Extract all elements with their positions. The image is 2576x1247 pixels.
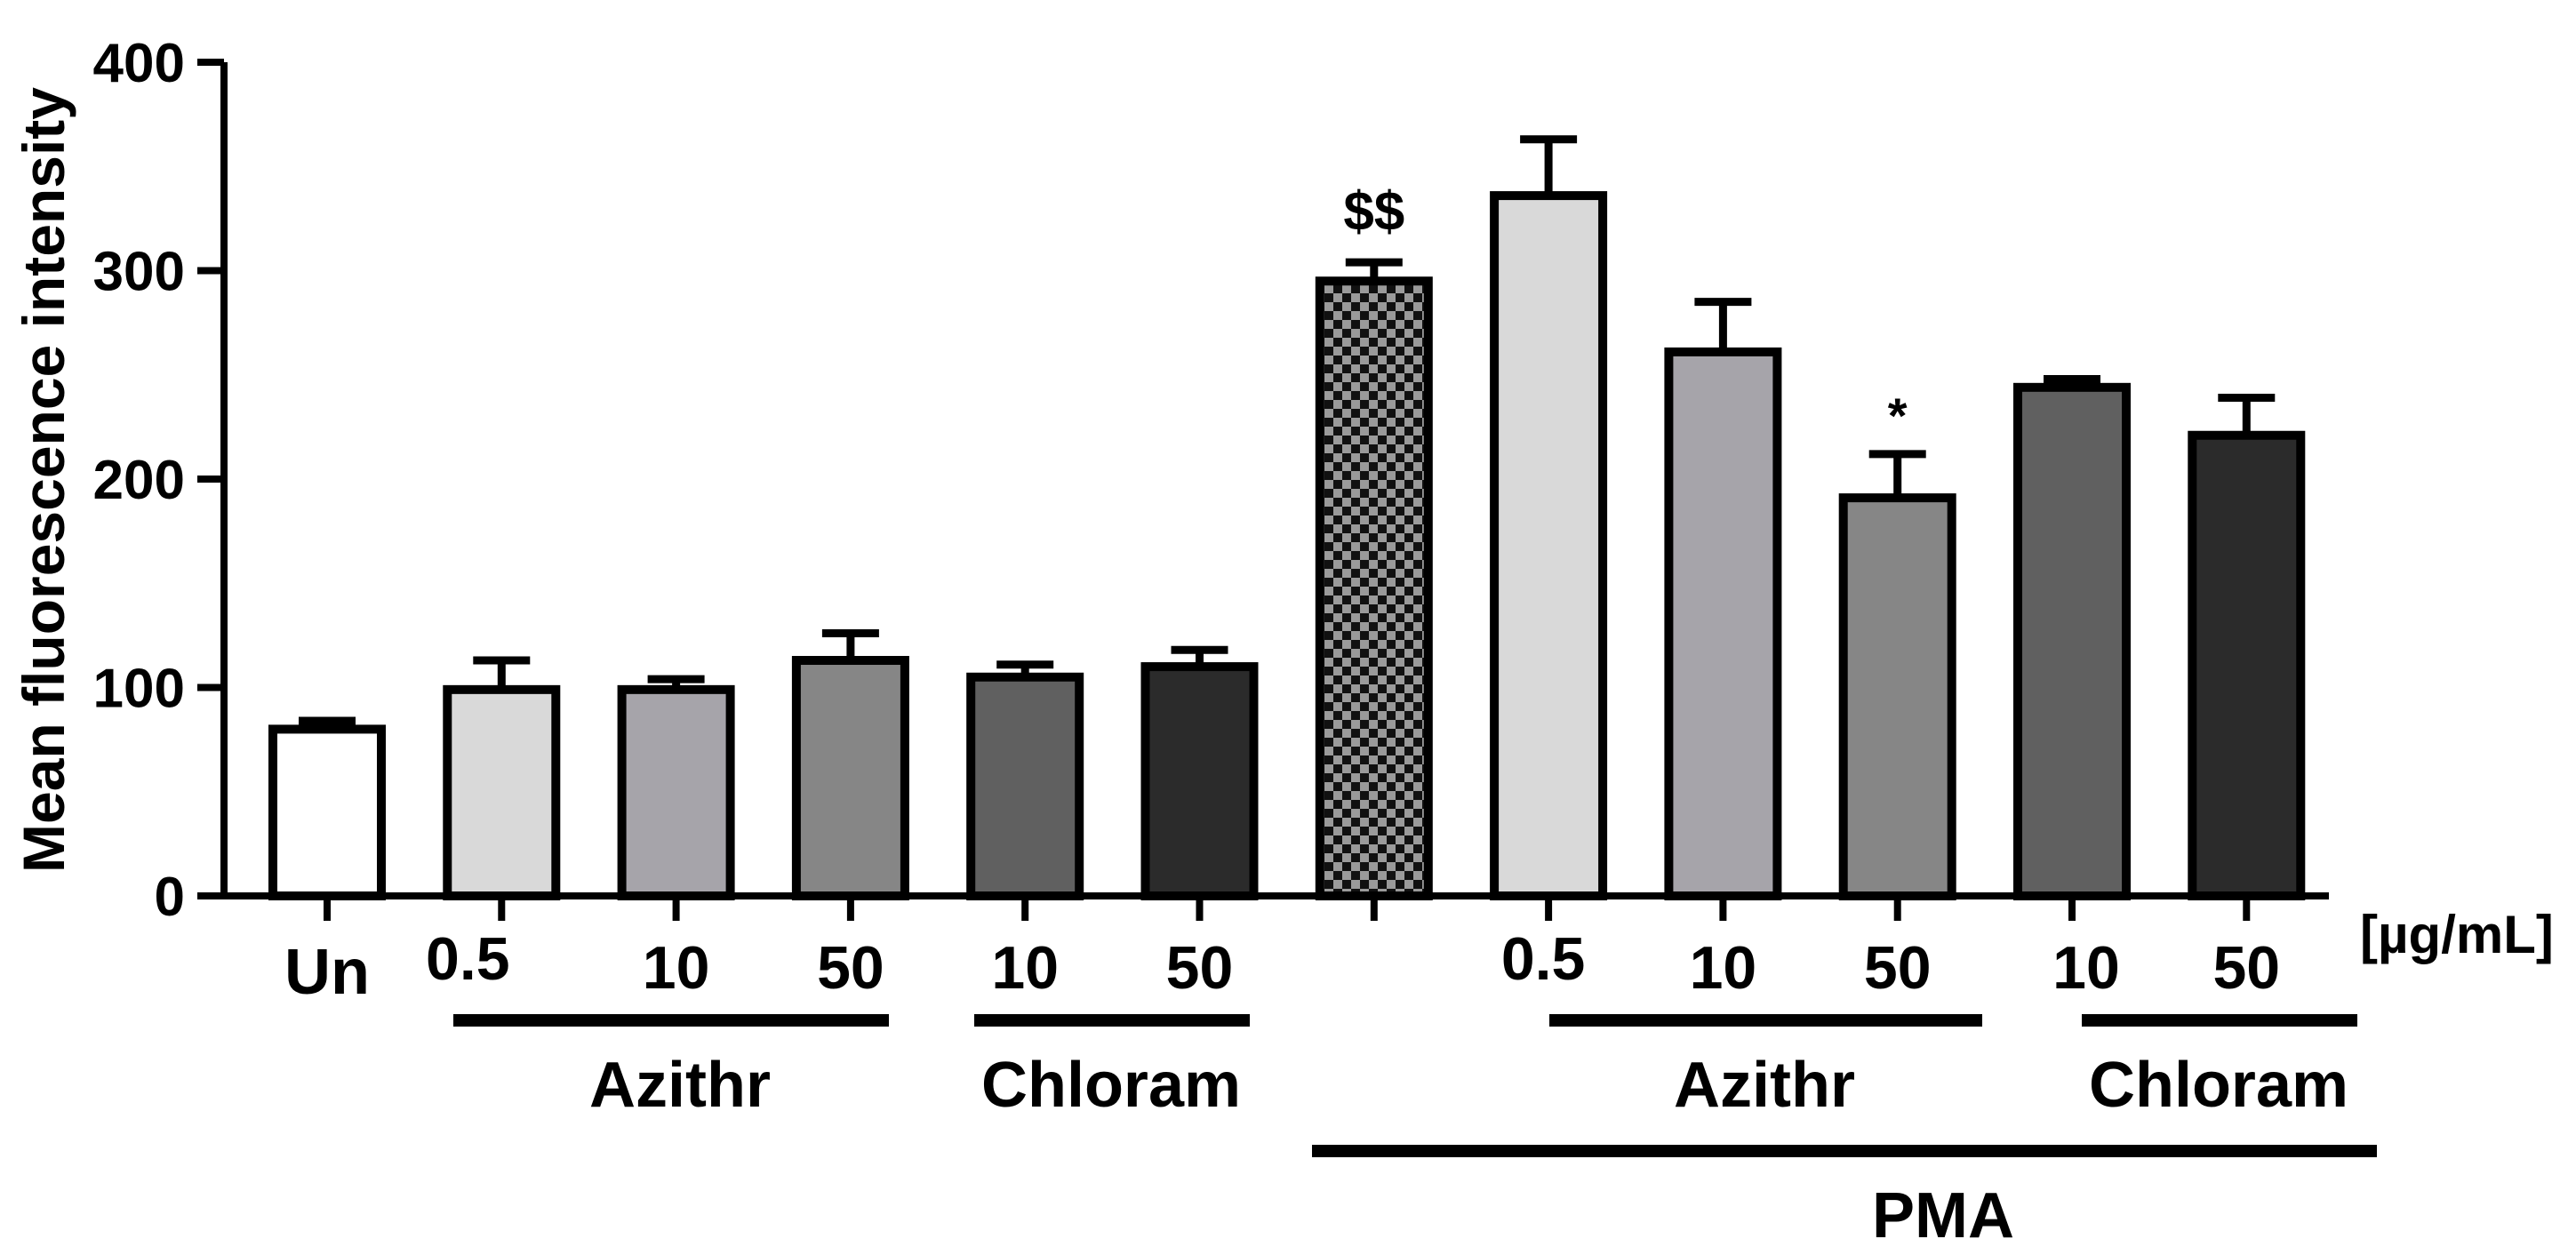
bar [791,656,909,900]
y-tick-label: 100 [93,659,185,720]
bar [617,684,735,900]
bar [1140,662,1259,900]
y-tick-label: 0 [155,867,185,928]
significance-label: * [1888,388,1908,444]
x-tick-label: 10 [2052,934,2120,1002]
group-label: Chloram [2089,1050,2348,1121]
bar [1315,276,1433,901]
bar [2188,430,2306,900]
x-tick-label: Un [284,937,370,1008]
bar [2013,382,2131,900]
bar [1490,191,1608,900]
y-axis: 0 100 200 300 400 [93,33,228,928]
x-tick-label: 10 [1690,934,1757,1002]
x-tick-label: 0.5 [1501,925,1586,993]
bar [1838,493,1956,900]
x-tick-label: 50 [1166,934,1234,1002]
group-label: Chloram [981,1050,1241,1121]
y-tick-label: 300 [93,242,185,303]
x-tick-label: 0.5 [426,925,510,993]
group-label: Azithr [1674,1050,1855,1121]
x-tick-label: 50 [1864,934,1932,1002]
y-tick-label: 400 [93,33,185,94]
bars [268,191,2306,901]
x-tick-label: 50 [817,934,884,1002]
bar [1664,347,1782,900]
y-axis-label: Mean fluorescence intensity [11,87,76,873]
error-bars [299,135,2276,730]
y-tick-label: 200 [93,450,185,511]
x-tick-label: 50 [2212,934,2280,1002]
x-tick-label: 10 [991,934,1059,1002]
unit-label: [µg/mL] [2360,905,2554,964]
x-tick-label: 10 [643,934,710,1002]
group-label: Azithr [589,1050,771,1121]
significance-label: $$ [1343,181,1404,243]
group-brackets: Azithr Chloram Azithr Chloram PMA [453,1014,2377,1247]
bar [443,684,561,900]
group-label: PMA [1872,1180,2014,1247]
bar [966,672,1084,901]
significance-annotations: $$ * [1343,181,1907,444]
x-tick-labels: Un 0.5 10 50 10 50 0.5 10 50 10 50 [284,925,2280,1008]
bar [268,724,386,901]
